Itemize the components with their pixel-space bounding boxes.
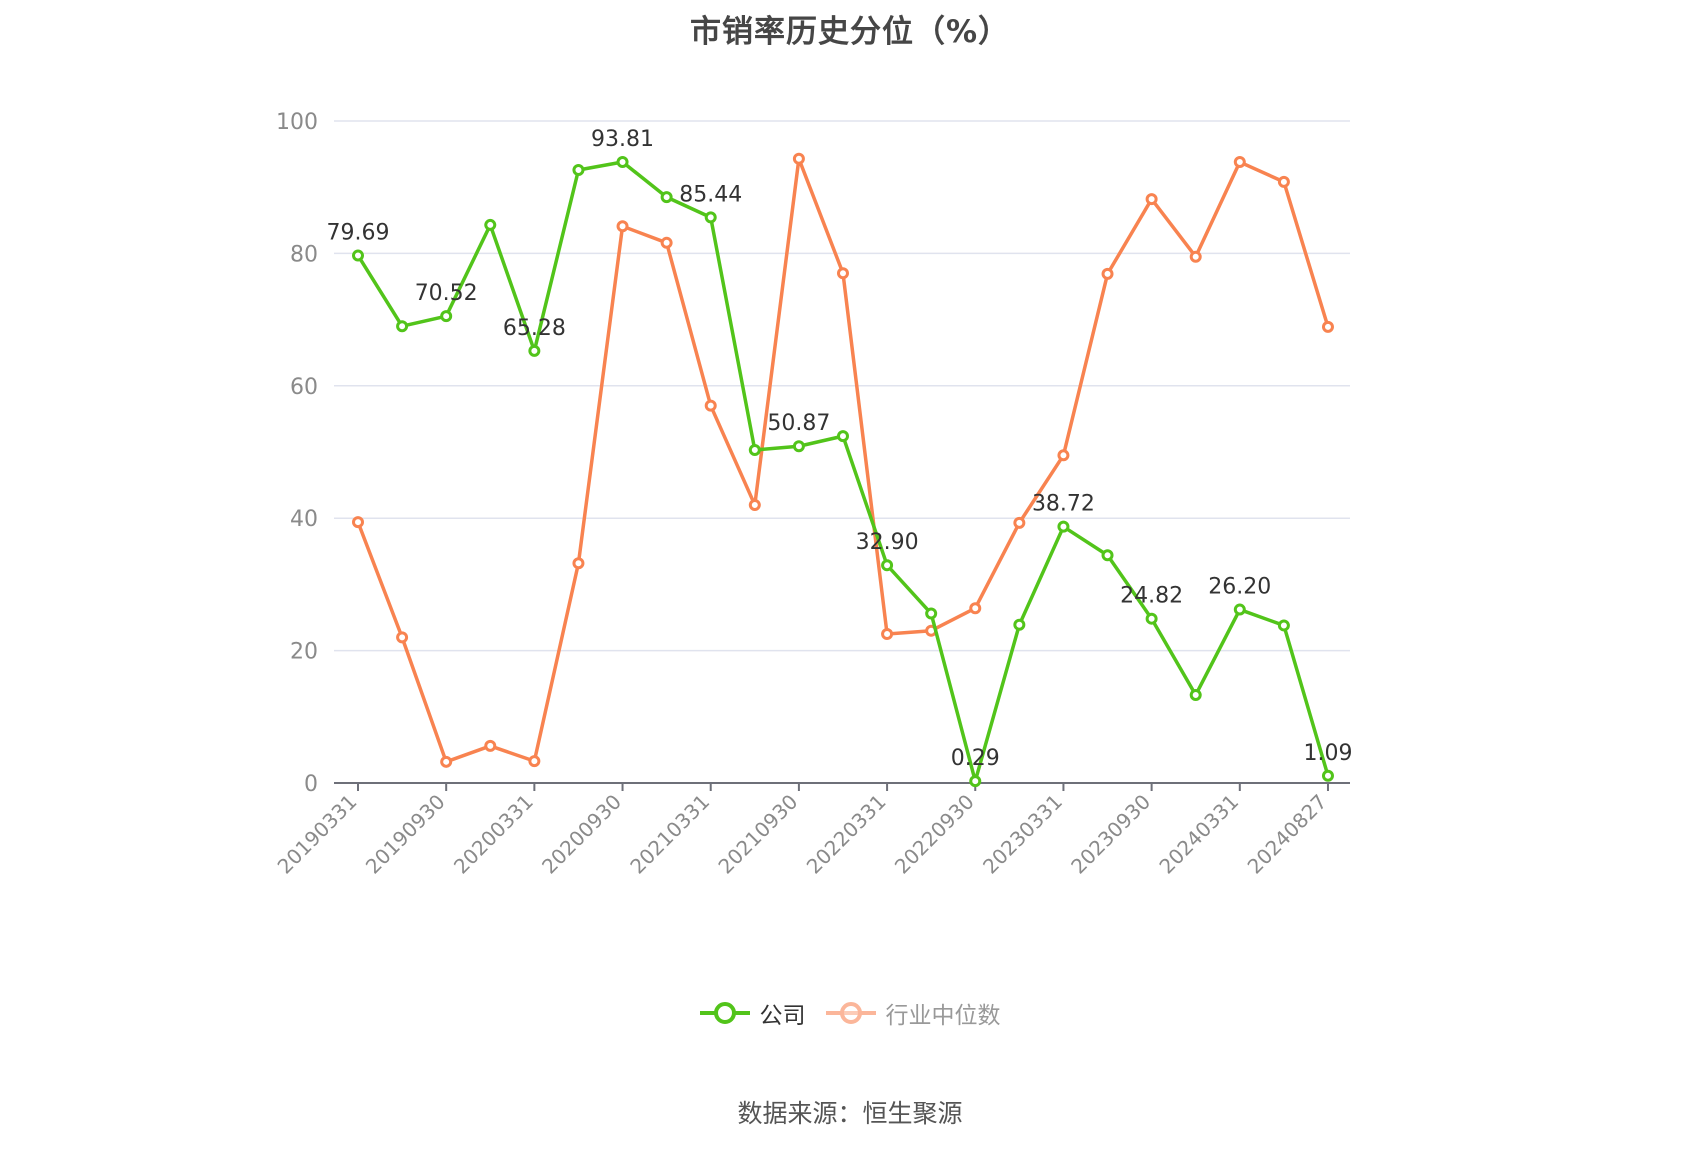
data-point[interactable] <box>748 444 761 457</box>
data-label: 38.72 <box>1032 492 1095 517</box>
data-label: 79.69 <box>327 220 390 245</box>
y-axis: 0 20 40 60 80 100 <box>276 110 318 797</box>
data-label: 50.87 <box>767 411 830 436</box>
data-point[interactable] <box>1101 549 1114 562</box>
y-tick-label: 60 <box>290 375 318 400</box>
data-point[interactable] <box>748 498 761 511</box>
data-point[interactable] <box>1145 612 1158 625</box>
data-labels: 79.69 70.52 65.28 93.81 85.44 50.87 32.90 0.29 3… <box>327 127 1353 771</box>
x-tick-label: 20220930 <box>890 790 979 879</box>
series-layer <box>352 152 1334 788</box>
x-tick-label: 20190930 <box>361 790 450 879</box>
data-point[interactable] <box>396 320 409 333</box>
legend: 公司 行业中位数 <box>0 996 1700 1030</box>
data-point[interactable] <box>616 220 629 233</box>
data-label: 85.44 <box>679 182 742 207</box>
legend-label: 公司 <box>759 1003 806 1029</box>
data-point[interactable] <box>1057 520 1070 533</box>
data-label: 1.09 <box>1303 741 1352 766</box>
data-point[interactable] <box>352 249 364 262</box>
data-point[interactable] <box>1057 449 1070 462</box>
data-point[interactable] <box>1233 156 1246 169</box>
data-point[interactable] <box>1013 516 1026 529</box>
data-point[interactable] <box>352 516 364 529</box>
data-point[interactable] <box>969 602 982 615</box>
y-tick-label: 80 <box>290 242 318 267</box>
x-axis: 20190331 20190930 20200331 20200930 20210331… <box>273 782 1350 879</box>
data-point[interactable] <box>792 440 805 453</box>
line-circle-icon <box>825 1002 876 1024</box>
data-point[interactable] <box>484 739 497 752</box>
data-label: 70.52 <box>415 281 478 306</box>
data-point[interactable] <box>616 155 629 168</box>
x-tick-label: 20230331 <box>978 790 1067 879</box>
data-point[interactable] <box>836 430 849 443</box>
data-label: 24.82 <box>1120 584 1183 609</box>
data-label: 26.20 <box>1208 575 1271 600</box>
legend-item-industry-median[interactable]: 行业中位数 <box>825 996 1001 1030</box>
data-point[interactable] <box>528 344 541 357</box>
line-circle-icon <box>699 1002 750 1024</box>
y-tick-label: 0 <box>304 772 318 797</box>
data-point[interactable] <box>440 755 453 768</box>
data-point[interactable] <box>704 211 717 224</box>
data-point[interactable] <box>925 607 938 620</box>
data-point[interactable] <box>1189 688 1202 701</box>
x-tick-label: 20200331 <box>449 790 538 879</box>
data-label: 0.29 <box>951 746 1000 771</box>
data-point[interactable] <box>528 755 541 768</box>
y-tick-label: 20 <box>290 640 318 665</box>
data-point[interactable] <box>1321 320 1334 333</box>
data-point[interactable] <box>1145 193 1158 206</box>
data-point[interactable] <box>792 152 805 165</box>
data-label: 32.90 <box>856 530 919 555</box>
data-point[interactable] <box>1277 619 1290 632</box>
data-point[interactable] <box>660 191 673 204</box>
data-point[interactable] <box>881 628 894 641</box>
data-point[interactable] <box>1321 769 1334 782</box>
data-point[interactable] <box>969 775 982 788</box>
data-label: 93.81 <box>591 127 654 152</box>
y-tick-label: 40 <box>290 507 318 532</box>
data-point[interactable] <box>836 267 849 280</box>
legend-item-company[interactable]: 公司 <box>699 996 806 1030</box>
x-tick-label: 20240331 <box>1154 790 1243 879</box>
legend-label: 行业中位数 <box>885 1003 1001 1029</box>
data-label: 65.28 <box>503 316 566 341</box>
x-tick-label: 20210930 <box>713 790 802 879</box>
data-point[interactable] <box>1277 175 1290 188</box>
data-point[interactable] <box>881 559 894 572</box>
x-tick-label: 20230930 <box>1066 790 1155 879</box>
x-tick-label: 20190331 <box>273 790 362 879</box>
x-tick-label: 20200930 <box>537 790 626 879</box>
data-point[interactable] <box>660 236 673 249</box>
data-point[interactable] <box>1101 267 1114 280</box>
data-point[interactable] <box>440 310 453 323</box>
chart-title: 市销率历史分位（%） <box>689 14 1011 50</box>
data-point[interactable] <box>484 218 497 231</box>
y-tick-label: 100 <box>276 110 318 135</box>
data-point[interactable] <box>1189 250 1202 263</box>
company-line <box>356 160 1330 783</box>
x-tick-label: 20220331 <box>802 790 891 879</box>
data-point[interactable] <box>396 631 409 644</box>
data-point[interactable] <box>1233 603 1246 616</box>
x-tick-label: 20210331 <box>625 790 714 879</box>
data-point[interactable] <box>704 399 717 412</box>
data-point[interactable] <box>572 557 585 570</box>
grid-lines <box>334 120 1350 652</box>
data-source: 数据来源：恒生聚源 <box>737 1099 963 1128</box>
data-point[interactable] <box>572 163 585 176</box>
data-point[interactable] <box>1013 618 1026 631</box>
x-tick-label: 20240827 <box>1243 790 1332 879</box>
